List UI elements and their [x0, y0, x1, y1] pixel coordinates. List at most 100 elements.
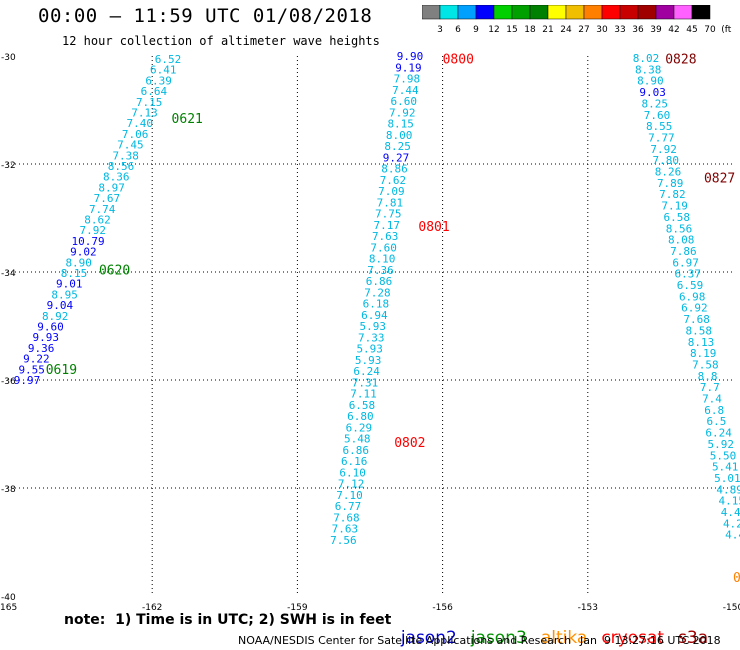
wave-height-value: 4.15 — [719, 495, 740, 508]
wave-height-value: 5.92 — [708, 438, 735, 451]
wave-height-value: 6.58 — [664, 211, 691, 224]
credit-line: NOAA/NESDIS Center for Satellite Applica… — [238, 634, 572, 647]
units-note: note: 1) Time is in UTC; 2) SWH is in fe… — [64, 612, 392, 628]
wave-height-value: 8.38 — [635, 63, 662, 76]
wave-height-value: 7.28 — [364, 286, 391, 299]
wave-height-value: 8.97 — [98, 181, 125, 194]
wave-height-value: 7.68 — [333, 511, 360, 524]
wave-height-value: 7.45 — [117, 139, 144, 152]
wave-height-value: 6.58 — [349, 399, 376, 412]
pass-time-label: 0828 — [665, 53, 696, 68]
wave-height-value: 6.5 — [706, 415, 726, 428]
map-subtitle: 12 hour collection of altimeter wave hei… — [62, 34, 380, 48]
wave-height-value: 4.21 — [723, 517, 740, 530]
wave-height-value: 8.02 — [633, 52, 660, 65]
wave-height-value: 7.11 — [350, 388, 377, 401]
map-title: 00:00 – 11:59 UTC 01/08/2018 — [38, 5, 373, 27]
pass-time-label: 0802 — [394, 436, 425, 451]
legend-cryosat: cryosat — [601, 628, 665, 648]
wave-height-value: 8.08 — [668, 234, 695, 247]
colorbar-tick-label: 18 — [524, 25, 536, 35]
pass-time-label: 03 — [733, 571, 740, 586]
wave-height-value: 7.06 — [122, 128, 149, 141]
wave-height-value: 7.44 — [392, 84, 419, 97]
wave-height-map: -30 -32 -34 -36 -38 -40-165 -162 -159 -156 -153 -1… — [0, 50, 740, 610]
wave-height-value: 6.80 — [347, 410, 374, 423]
wave-height-value: 7.31 — [352, 376, 379, 389]
lon-tick-label: -150 — [723, 603, 740, 610]
wave-height-value: 7.92 — [80, 224, 107, 237]
wave-height-value: 6.98 — [679, 290, 706, 303]
wave-height-value: 9.93 — [33, 331, 60, 344]
wave-height-value: 7.4 — [702, 393, 722, 406]
wave-height-value: 8.25 — [384, 140, 411, 153]
wave-height-value: 5.01 — [714, 472, 740, 485]
wave-height-value: 7.13 — [131, 107, 158, 120]
pass-time-label: 0619 — [46, 363, 77, 378]
wave-height-value: 6.39 — [145, 74, 172, 87]
wave-height-value: 5.50 — [710, 449, 737, 462]
lon-tick-label: -162 — [142, 603, 162, 610]
wave-height-value: 9.02 — [70, 246, 97, 259]
wave-height-value: 7.86 — [670, 245, 697, 258]
wave-height-value: 8.10 — [369, 253, 396, 266]
wave-height-value: 9.60 — [37, 321, 64, 334]
wave-height-value: 7.17 — [374, 219, 401, 232]
wave-height-value: 8.56 — [666, 222, 693, 235]
wave-height-value: 8.92 — [42, 310, 69, 323]
wave-height-value: 9.27 — [383, 151, 410, 164]
pass-time-label: 0801 — [418, 220, 449, 235]
wave-height-value: 7.75 — [375, 208, 402, 221]
lat-tick-label: -36 — [1, 377, 16, 387]
wave-height-value: 8.58 — [686, 324, 713, 337]
legend-jason3: jason3 — [470, 628, 527, 648]
colorbar-swatch — [691, 5, 711, 20]
colorbar-tick-label: 36 — [632, 25, 644, 35]
wave-height-value: 8.90 — [637, 75, 664, 88]
wave-height-value: 6.59 — [677, 279, 704, 292]
wave-height-value: 6.77 — [335, 500, 362, 513]
wave-height-value: 7.80 — [653, 154, 680, 167]
wave-height-value: 6.29 — [346, 421, 373, 434]
wave-height-value: 7.74 — [89, 203, 116, 216]
wave-height-value: 6.52 — [155, 53, 182, 66]
wave-height-value: 6.24 — [353, 365, 380, 378]
wave-height-value: 7.12 — [338, 478, 365, 491]
colorbar-tick-label: 30 — [596, 25, 608, 35]
wave-height-value: 7.10 — [336, 489, 363, 502]
colorbar-tick-label: 33 — [614, 25, 625, 35]
wave-height-value: 4.89 — [716, 483, 740, 496]
colorbar-tick-label: 9 — [473, 25, 479, 35]
wave-height-value: 7.33 — [358, 331, 385, 344]
lat-tick-label: -34 — [1, 269, 16, 279]
wave-height-value: 7.36 — [367, 264, 394, 277]
wave-height-value: 8.15 — [387, 118, 414, 131]
wave-height-value: 7.56 — [330, 534, 357, 547]
wave-height-value: 6.24 — [705, 427, 732, 440]
colorbar-tick-label: 42 — [668, 25, 679, 35]
wave-height-value: 4.42 — [721, 506, 740, 519]
wave-height-value: 8.62 — [84, 214, 111, 227]
wave-height-value: 10.79 — [72, 235, 105, 248]
wave-height-value: 6.86 — [343, 444, 370, 457]
wave-height-value: 7.89 — [657, 177, 684, 190]
legend-jason2: jason2 — [400, 628, 457, 648]
legend-altika: altika — [540, 628, 588, 648]
wave-height-value: 4.48 — [725, 529, 740, 542]
wave-height-value: 7.92 — [650, 143, 677, 156]
pass-time-label: 0621 — [172, 112, 203, 127]
lat-tick-label: -30 — [1, 53, 16, 63]
wave-height-value: 7.38 — [112, 149, 139, 162]
wave-height-value: 9.55 — [18, 363, 45, 376]
pass-time-label: 0827 — [704, 172, 735, 187]
wave-height-value: 6.10 — [339, 466, 366, 479]
wave-height-value: 5.93 — [356, 343, 383, 356]
colorbar-tick-label: 15 — [506, 25, 517, 35]
wave-height-value: 8.13 — [688, 336, 715, 349]
wave-height-value: 6.64 — [141, 85, 168, 98]
wave-height-value: 7.68 — [683, 313, 710, 326]
wave-height-value: 7.67 — [94, 192, 121, 205]
wave-height-value: 9.22 — [23, 353, 50, 366]
wave-height-value: 5.48 — [344, 433, 371, 446]
wave-height-value: 7.19 — [661, 200, 688, 213]
